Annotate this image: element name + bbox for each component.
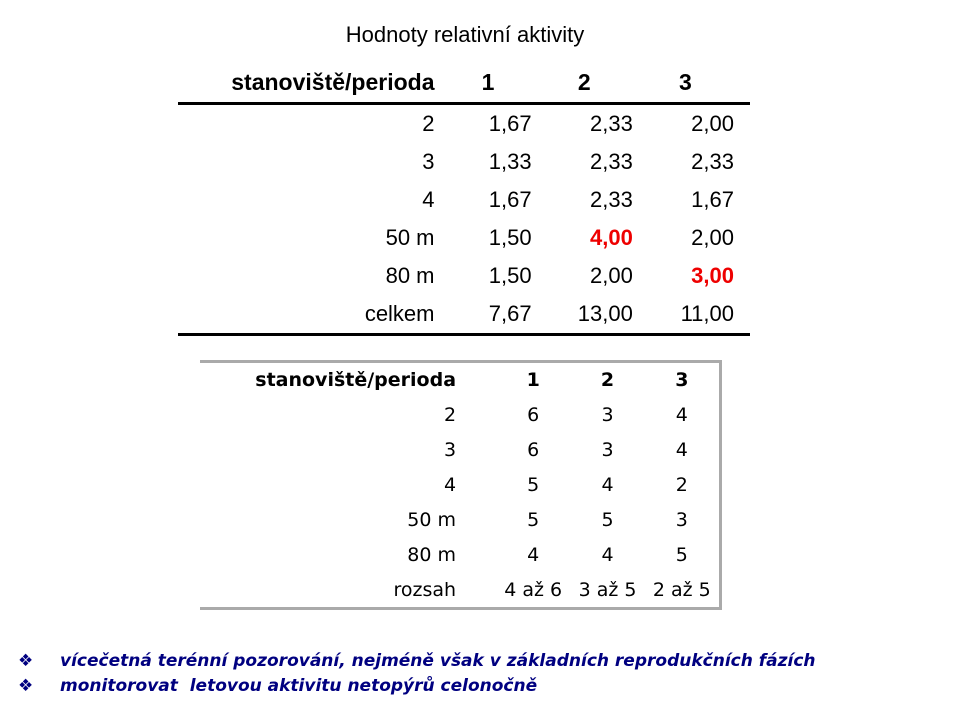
table-row: 50 m 5 5 3 [200, 502, 722, 537]
cell: 4 až 6 [496, 572, 571, 610]
table-row: 2 6 3 4 [200, 397, 722, 432]
cell: 4 [601, 543, 614, 566]
table-row: 4 5 4 2 [200, 467, 722, 502]
relative-activity-table: stanoviště/perioda 1 2 3 2 1,67 2,33 2,0… [178, 62, 750, 336]
highlighted-cell: 4,00 [590, 225, 633, 250]
cell: 4 [527, 543, 540, 566]
cell: 2,33 [590, 149, 633, 174]
table-row: 3 6 3 4 [200, 432, 722, 467]
row-label: 4 [422, 187, 435, 212]
header-period-3: 3 [636, 62, 750, 105]
table-row: 3 1,33 2,33 2,33 [178, 143, 750, 181]
cell: 3 [601, 438, 614, 461]
table-row: 50 m 1,50 4,00 2,00 [178, 219, 750, 257]
cell: 1,67 [488, 111, 532, 136]
cell: 3 [644, 502, 722, 537]
bullet-text: vícečetná terénní pozorování, nejméně vš… [60, 650, 816, 671]
cell: 2,33 [590, 187, 633, 212]
row-label: rozsah [200, 572, 497, 610]
cell: 2,00 [590, 263, 633, 288]
cell: 1,50 [488, 263, 532, 288]
header-site-period: stanoviště/perioda [178, 62, 445, 105]
cell: 3 až 5 [570, 572, 645, 610]
bullet-text: monitorovat letovou aktivitu netopýrů ce… [60, 675, 538, 696]
header-period-2: 2 [535, 62, 637, 105]
header-period-1: 1 [526, 368, 540, 391]
cell: 7,67 [444, 295, 536, 336]
list-item: ❖ monitorovat letovou aktivitu netopýrů … [18, 673, 816, 698]
table-row: 2 1,67 2,33 2,00 [178, 104, 750, 144]
cell: 1,67 [691, 187, 734, 212]
row-label: 3 [422, 149, 435, 174]
cell: 1,50 [488, 225, 532, 250]
row-label: 50 m [385, 225, 435, 250]
cell: 2 [644, 467, 722, 502]
cell: 2,00 [691, 225, 734, 250]
header-period-2: 2 [600, 368, 615, 391]
row-label: 2 [443, 403, 457, 426]
table-row: 80 m 4 4 5 [200, 537, 722, 572]
row-label: 80 m [385, 263, 435, 288]
row-label: 80 m [407, 543, 457, 566]
activity-rank-table: stanoviště/perioda 1 2 3 2 6 3 4 3 6 3 4… [200, 362, 722, 610]
cell: 6 [527, 403, 540, 426]
header-period-1: 1 [444, 62, 536, 105]
row-label: 3 [443, 438, 457, 461]
cell: 5 [527, 508, 540, 531]
table-header-row: stanoviště/perioda 1 2 3 [178, 62, 750, 105]
cell: 11,00 [636, 295, 750, 336]
list-item: ❖ vícečetná terénní pozorování, nejméně … [18, 648, 816, 673]
header-site-period: stanoviště/perioda [255, 368, 457, 391]
row-label: 4 [443, 473, 457, 496]
table-row: 80 m 1,50 2,00 3,00 [178, 257, 750, 295]
cell: 5 [601, 508, 614, 531]
cell: 2,33 [590, 111, 633, 136]
cell: 2 až 5 [644, 572, 722, 610]
cell: 1,33 [488, 149, 532, 174]
bullet-list: ❖ vícečetná terénní pozorování, nejméně … [18, 648, 816, 698]
table-row: rozsah 4 až 6 3 až 5 2 až 5 [200, 572, 722, 610]
cell: 6 [527, 438, 540, 461]
diamond-bullet-icon: ❖ [18, 675, 34, 696]
row-label: 50 m [407, 508, 457, 531]
highlighted-cell: 3,00 [691, 263, 734, 288]
cell: 5 [527, 473, 540, 496]
cell: 5 [644, 537, 722, 572]
cell: 2,33 [691, 149, 734, 174]
cell: 3 [601, 403, 614, 426]
table-row: 4 1,67 2,33 1,67 [178, 181, 750, 219]
cell: 13,00 [535, 295, 637, 336]
diamond-bullet-icon: ❖ [18, 650, 34, 671]
cell: 2,00 [691, 111, 734, 136]
cell: 1,67 [488, 187, 532, 212]
row-label: celkem [178, 295, 445, 336]
table-top-divider [200, 360, 722, 363]
header-period-3: 3 [644, 362, 722, 397]
page-title: Hodnoty relativní aktivity [345, 22, 585, 47]
row-label: 2 [422, 111, 435, 136]
cell: 4 [601, 473, 614, 496]
table-header-row: stanoviště/perioda 1 2 3 [200, 362, 722, 397]
table-row: celkem 7,67 13,00 11,00 [178, 295, 750, 336]
cell: 4 [644, 397, 722, 432]
cell: 4 [644, 432, 722, 467]
